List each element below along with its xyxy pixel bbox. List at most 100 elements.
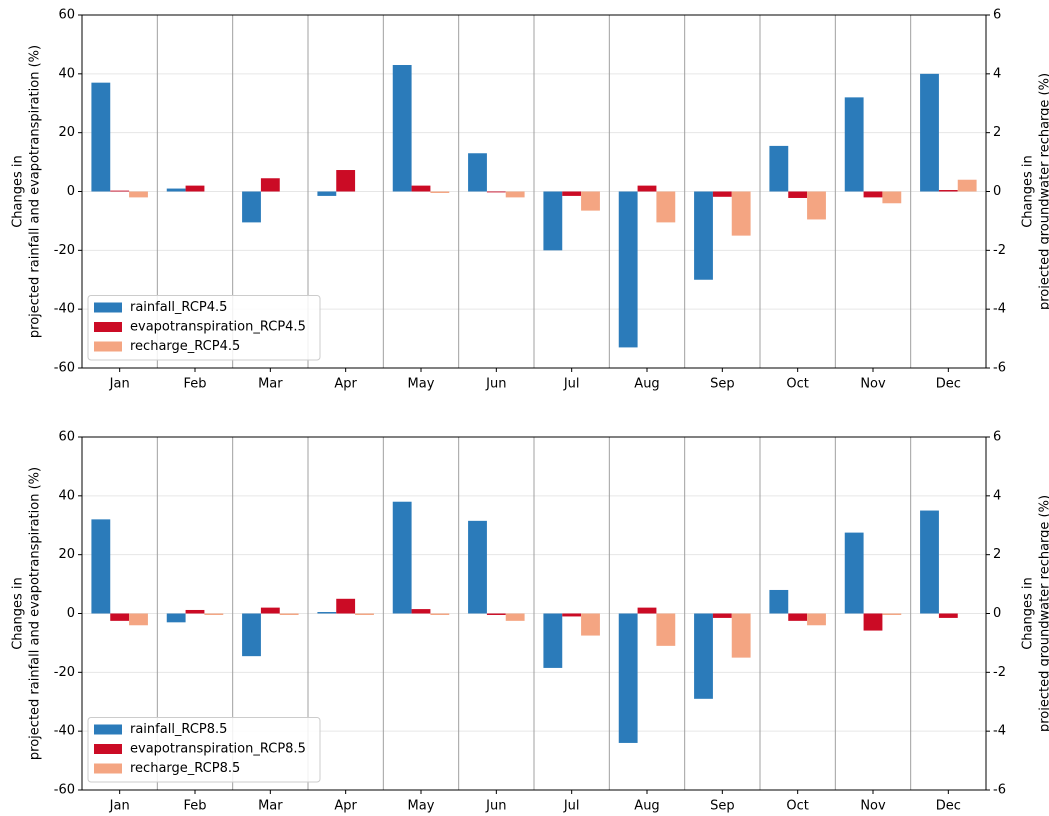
y2-tick-label: 4 [993, 488, 1001, 503]
legend-label: recharge_RCP8.5 [130, 761, 240, 776]
bar [242, 191, 261, 223]
x-tick-label: May [408, 799, 435, 814]
legend-box [87, 295, 321, 361]
y2-tick-label: -6 [993, 783, 1006, 798]
legend-label: recharge_RCP4.5 [130, 339, 240, 354]
bar [317, 191, 337, 196]
y2-axis-label: projected groundwater recharge (%) [1038, 495, 1049, 732]
x-tick-label: Jul [563, 799, 580, 814]
bar [938, 613, 958, 618]
legend-box [87, 717, 321, 783]
bar [505, 613, 525, 621]
x-tick-label: Mar [258, 799, 283, 814]
x-tick-label: Dec [936, 377, 961, 392]
bar [637, 185, 657, 192]
bar [637, 607, 657, 614]
bar [242, 613, 261, 657]
x-tick-label: Feb [183, 799, 206, 814]
y-axis-label: projected rainfall and evapotranspiratio… [28, 45, 43, 338]
y-tick-label: 0 [67, 606, 75, 621]
bar [91, 82, 111, 192]
y-tick-label: -40 [54, 302, 75, 317]
bar [618, 191, 638, 348]
bar [694, 613, 713, 699]
y2-tick-label: -2 [993, 243, 1006, 258]
x-tick-label: Aug [634, 799, 659, 814]
y-axis-label: Changes in [11, 155, 26, 228]
y-tick-label: 0 [67, 184, 75, 199]
y2-tick-label: 6 [993, 8, 1001, 23]
bar [656, 613, 676, 646]
y-tick-label: -20 [54, 243, 75, 258]
legend-label: rainfall_RCP4.5 [130, 300, 227, 315]
x-tick-label: Jul [563, 377, 580, 392]
y-tick-label: 60 [58, 430, 75, 445]
y-tick-label: -40 [54, 724, 75, 739]
x-tick-label: Feb [183, 377, 206, 392]
bar [110, 190, 130, 192]
x-tick-label: Dec [936, 799, 961, 814]
legend-swatch [94, 302, 122, 313]
bar [129, 191, 148, 198]
x-tick-label: May [408, 377, 435, 392]
legend-swatch [94, 763, 122, 774]
bar [468, 520, 487, 614]
x-tick-label: Apr [334, 377, 357, 392]
x-tick-label: Sep [710, 799, 735, 814]
bar [731, 613, 751, 658]
x-tick-label: Aug [634, 377, 659, 392]
bar [430, 191, 450, 193]
bar [185, 185, 205, 192]
bar [938, 190, 958, 192]
y2-tick-label: 0 [993, 606, 1001, 621]
x-tick-label: Nov [860, 377, 886, 392]
legend-swatch [94, 322, 122, 332]
bar [392, 501, 412, 614]
bar [166, 613, 186, 623]
bar [355, 613, 374, 615]
bar [260, 178, 280, 192]
x-tick-label: Jan [109, 377, 130, 392]
x-tick-label: Jan [109, 799, 130, 814]
bar [581, 191, 600, 211]
bar [486, 191, 506, 193]
legend-swatch [94, 724, 122, 735]
bar [788, 613, 808, 621]
bar [769, 589, 789, 614]
x-tick-label: Jun [485, 799, 506, 814]
bar [91, 519, 111, 614]
y2-tick-label: 2 [993, 547, 1001, 562]
bar [166, 188, 186, 192]
bar [882, 613, 902, 615]
x-tick-label: Oct [786, 377, 808, 392]
bar [317, 612, 337, 614]
y-tick-label: -20 [54, 665, 75, 680]
y2-tick-label: -4 [993, 302, 1006, 317]
y2-tick-label: 0 [993, 184, 1001, 199]
x-tick-label: Apr [334, 799, 357, 814]
y2-axis-label: Changes in [1021, 577, 1036, 650]
bar [260, 607, 280, 614]
bar [656, 191, 676, 223]
bar [712, 613, 732, 618]
bar [788, 191, 808, 198]
bar [505, 191, 525, 198]
bar [920, 73, 939, 192]
bar [336, 170, 356, 192]
y2-axis-label: projected groundwater recharge (%) [1038, 73, 1049, 310]
bar [712, 191, 732, 197]
y2-tick-label: 4 [993, 66, 1001, 81]
x-tick-label: Oct [786, 799, 808, 814]
bar [392, 65, 412, 192]
y-tick-label: -60 [54, 361, 75, 376]
x-tick-label: Mar [258, 377, 283, 392]
bar [430, 613, 450, 615]
y-tick-label: 60 [58, 8, 75, 23]
y-tick-label: 40 [58, 66, 75, 81]
bar [411, 609, 431, 614]
bar [486, 613, 506, 615]
bar [411, 185, 431, 192]
bar [807, 613, 826, 626]
y2-tick-label: -2 [993, 665, 1006, 680]
